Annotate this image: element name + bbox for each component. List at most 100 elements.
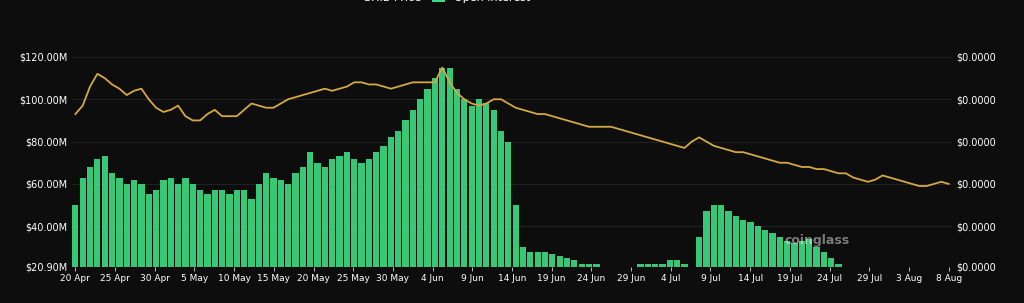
Bar — [696, 237, 702, 303]
Bar — [513, 205, 519, 303]
Bar — [615, 268, 622, 303]
Bar — [623, 268, 629, 303]
Bar — [300, 167, 306, 303]
Bar — [314, 163, 321, 303]
Bar — [843, 268, 849, 303]
Bar — [637, 264, 643, 303]
Bar — [161, 180, 167, 303]
Bar — [821, 251, 827, 303]
Bar — [410, 110, 416, 303]
Bar — [358, 163, 365, 303]
Bar — [175, 184, 181, 303]
Bar — [73, 205, 79, 303]
Bar — [256, 184, 262, 303]
Bar — [836, 264, 842, 303]
Bar — [469, 106, 475, 303]
Bar — [527, 251, 534, 303]
Bar — [652, 264, 658, 303]
Bar — [483, 104, 489, 303]
Bar — [505, 142, 511, 303]
Bar — [674, 260, 680, 303]
Bar — [813, 247, 819, 303]
Bar — [762, 231, 768, 303]
Bar — [153, 190, 159, 303]
Bar — [601, 268, 607, 303]
Bar — [593, 264, 599, 303]
Bar — [344, 152, 350, 303]
Bar — [278, 180, 284, 303]
Bar — [645, 264, 651, 303]
Bar — [784, 241, 791, 303]
Bar — [887, 285, 893, 303]
Bar — [182, 178, 188, 303]
Bar — [417, 99, 423, 303]
Bar — [630, 268, 636, 303]
Bar — [872, 281, 879, 303]
Bar — [520, 247, 526, 303]
Bar — [535, 251, 541, 303]
Bar — [145, 195, 152, 303]
Bar — [924, 298, 930, 303]
Bar — [439, 68, 445, 303]
Bar — [197, 190, 203, 303]
Bar — [241, 190, 247, 303]
Bar — [329, 158, 335, 303]
Bar — [806, 239, 812, 303]
Bar — [131, 180, 137, 303]
Bar — [381, 146, 387, 303]
Bar — [549, 254, 555, 303]
Bar — [322, 167, 328, 303]
Text: coinglass: coinglass — [785, 234, 850, 247]
Bar — [293, 173, 299, 303]
Bar — [667, 260, 673, 303]
Bar — [857, 277, 863, 303]
Bar — [659, 264, 666, 303]
Bar — [828, 258, 835, 303]
Bar — [850, 273, 856, 303]
Bar — [880, 283, 886, 303]
Bar — [865, 279, 871, 303]
Bar — [226, 195, 232, 303]
Bar — [351, 158, 357, 303]
Bar — [711, 205, 717, 303]
Bar — [461, 99, 467, 303]
Bar — [931, 300, 937, 303]
Bar — [792, 243, 798, 303]
Bar — [498, 131, 504, 303]
Bar — [432, 78, 438, 303]
Bar — [542, 251, 548, 303]
Bar — [285, 184, 291, 303]
Bar — [138, 184, 144, 303]
Bar — [168, 178, 174, 303]
Bar — [564, 258, 570, 303]
Bar — [689, 268, 695, 303]
Bar — [366, 158, 372, 303]
Bar — [402, 120, 409, 303]
Bar — [219, 190, 225, 303]
Bar — [388, 137, 394, 303]
Bar — [557, 256, 563, 303]
Bar — [476, 99, 482, 303]
Bar — [233, 190, 240, 303]
Bar — [938, 302, 944, 303]
Bar — [909, 294, 915, 303]
Bar — [425, 89, 431, 303]
Bar — [87, 167, 93, 303]
Bar — [307, 152, 313, 303]
Bar — [725, 211, 731, 303]
Bar — [916, 296, 923, 303]
Bar — [777, 237, 783, 303]
Bar — [212, 190, 218, 303]
Legend: SHIB Price, Open Interest: SHIB Price, Open Interest — [341, 0, 530, 3]
Bar — [373, 152, 379, 303]
Bar — [894, 290, 900, 303]
Bar — [755, 226, 761, 303]
Bar — [748, 222, 754, 303]
Bar — [740, 220, 746, 303]
Bar — [718, 205, 724, 303]
Bar — [263, 173, 269, 303]
Bar — [681, 264, 687, 303]
Bar — [703, 211, 710, 303]
Bar — [608, 268, 614, 303]
Bar — [337, 156, 343, 303]
